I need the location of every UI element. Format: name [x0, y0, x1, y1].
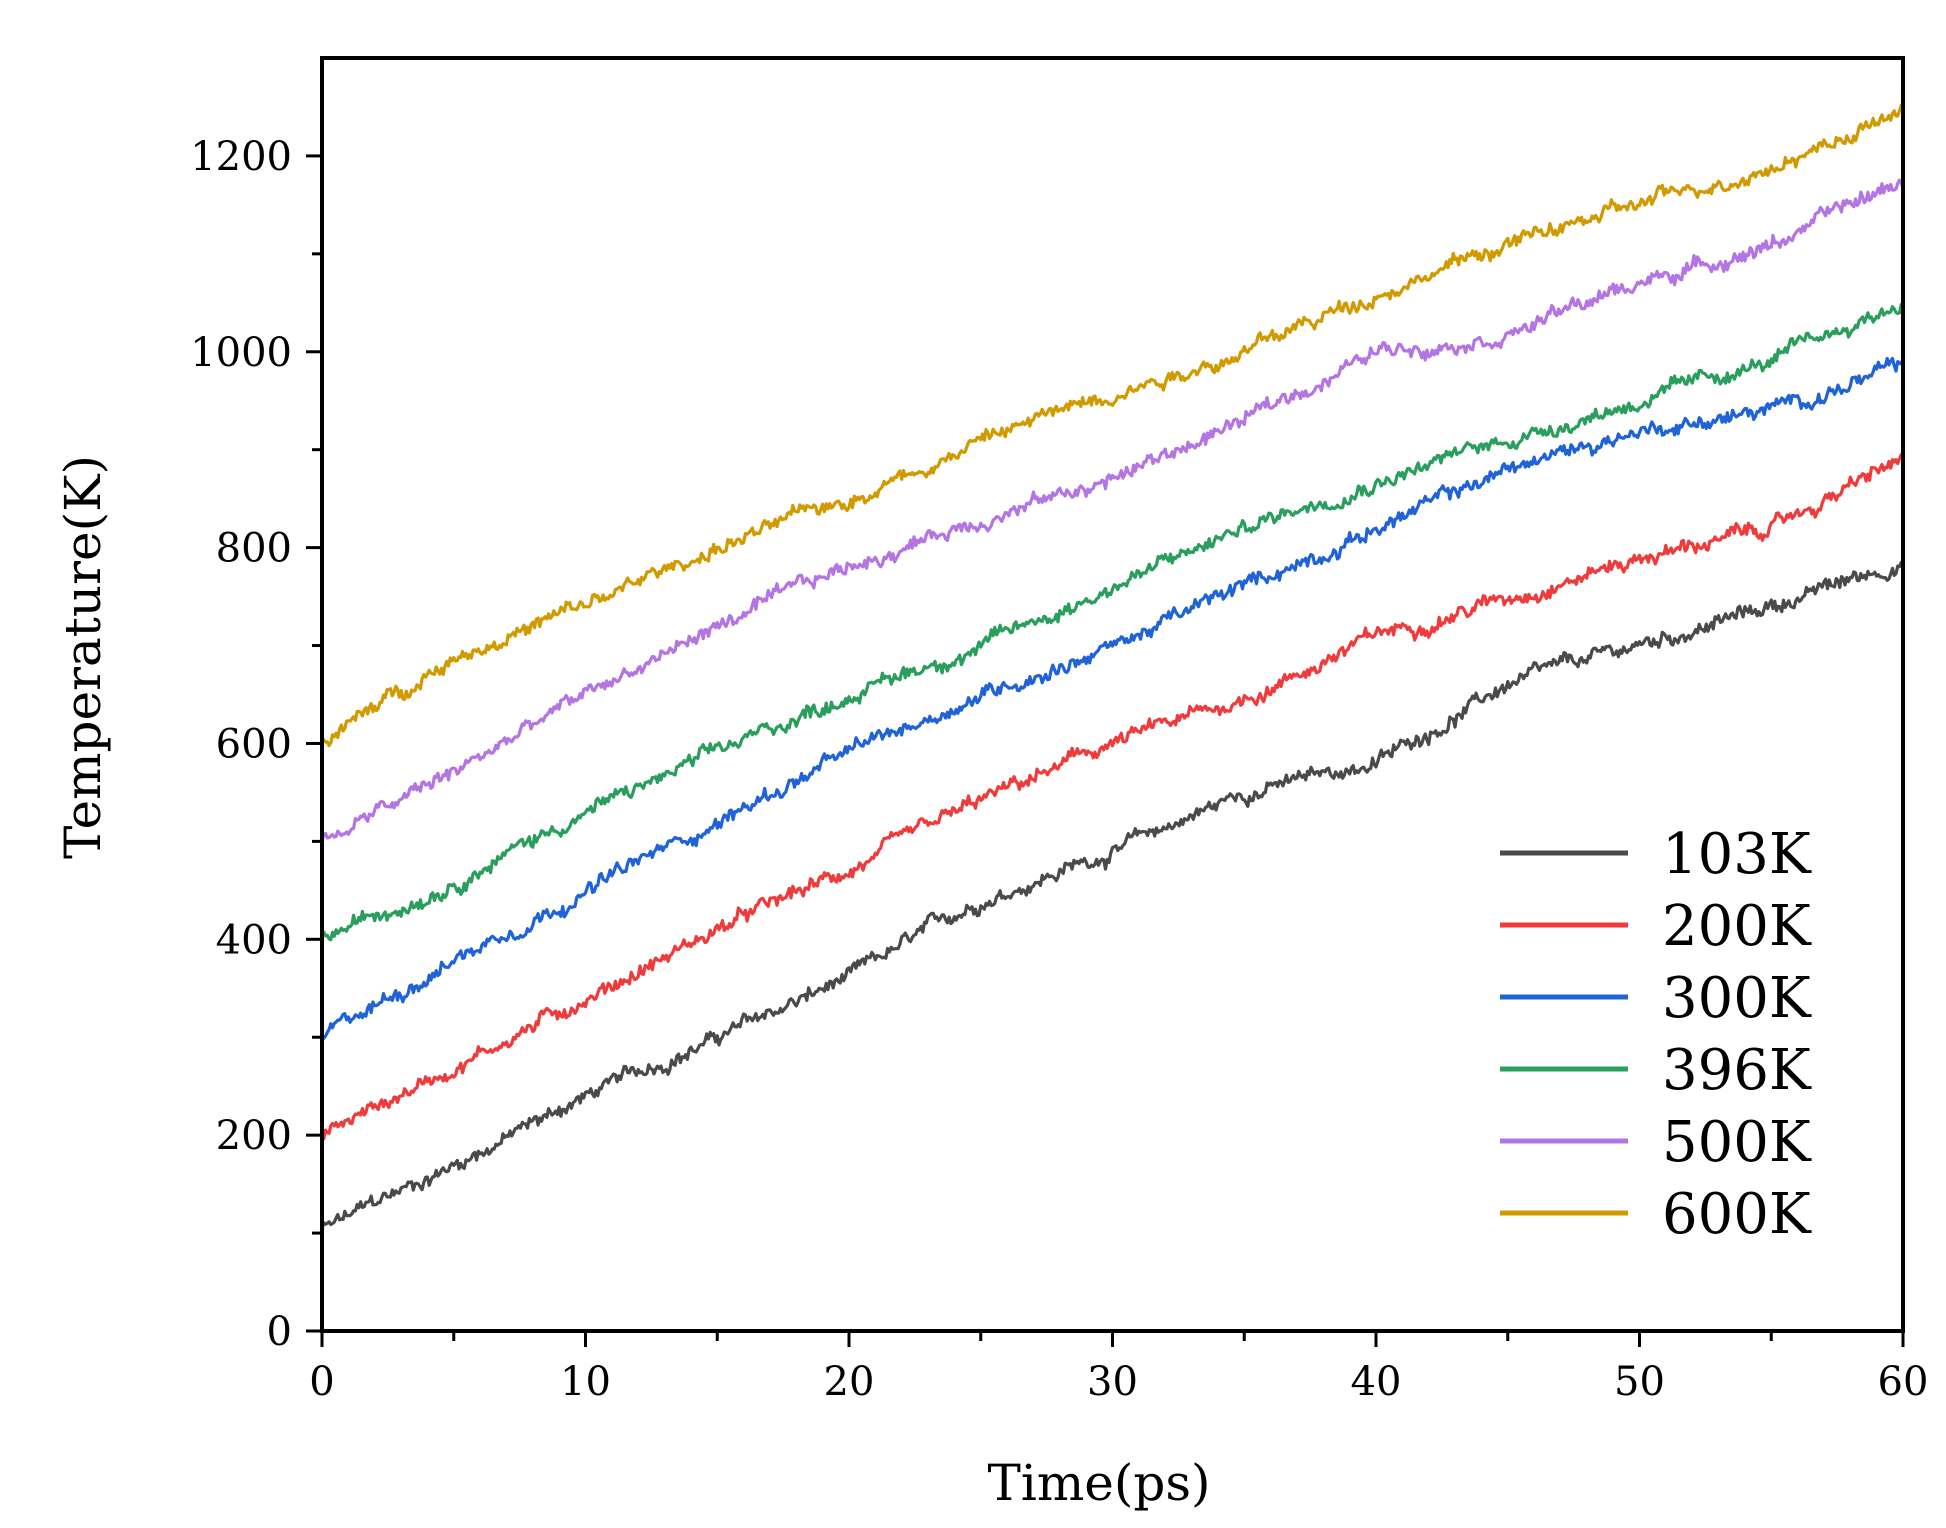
- x-tick-label: 10: [560, 1359, 611, 1405]
- series-line-103K: [320, 560, 1905, 1230]
- x-tick-label: 0: [309, 1359, 334, 1405]
- legend-label-396K: 396K: [1662, 1038, 1812, 1103]
- legend-label-600K: 600K: [1662, 1182, 1812, 1247]
- y-axis-title: Temperature(K): [54, 455, 112, 859]
- y-tick-label: 1200: [190, 134, 292, 180]
- series-line-500K: [320, 178, 1905, 842]
- series-line-300K: [320, 356, 1905, 1040]
- legend: 103K 200K 300K 396K 500K 600K: [1500, 822, 1812, 1247]
- series-line-200K: [320, 453, 1905, 1141]
- legend-label-500K: 500K: [1662, 1110, 1812, 1175]
- series-line-396K: [320, 302, 1904, 942]
- y-tick-label: 200: [216, 1113, 292, 1159]
- x-tick-label: 60: [1878, 1359, 1929, 1405]
- y-tick-label: 0: [267, 1309, 292, 1355]
- y-tick-label: 1000: [190, 330, 292, 376]
- x-axis-title: Time(ps): [987, 1454, 1210, 1512]
- legend-label-300K: 300K: [1662, 966, 1812, 1031]
- y-tick-label: 600: [216, 721, 292, 767]
- x-tick-label: 30: [1087, 1359, 1138, 1405]
- series-layer: [320, 103, 1905, 1230]
- legend-label-200K: 200K: [1662, 894, 1812, 959]
- y-tick-label: 400: [216, 917, 292, 963]
- x-tick-label: 40: [1351, 1359, 1402, 1405]
- legend-label-103K: 103K: [1662, 822, 1812, 887]
- x-tick-label: 50: [1614, 1359, 1665, 1405]
- y-tick-label: 800: [216, 526, 292, 572]
- series-line-600K: [321, 103, 1904, 748]
- x-tick-label: 20: [824, 1359, 875, 1405]
